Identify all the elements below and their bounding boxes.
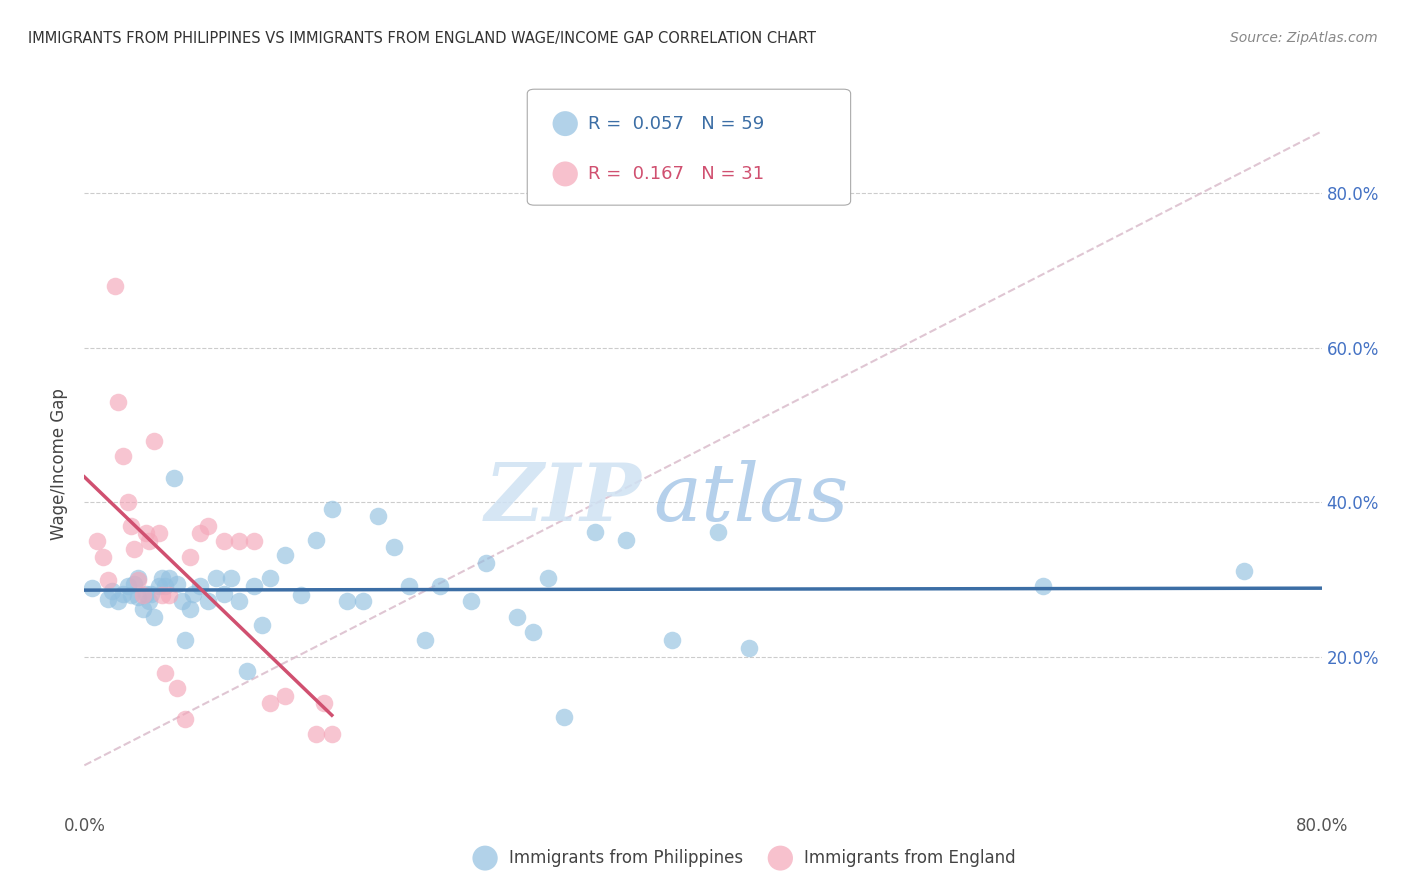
Point [290, 588, 312, 602]
Point [166, 576, 188, 591]
Point [143, 610, 166, 624]
Point [148, 579, 170, 593]
Point [112, 587, 135, 601]
Point [259, 571, 281, 585]
Point [1032, 579, 1054, 593]
Point [107, 594, 129, 608]
Point [321, 501, 343, 516]
Point [475, 556, 498, 570]
Text: R =  0.167   N = 31: R = 0.167 N = 31 [588, 165, 763, 183]
Point [522, 625, 544, 640]
Point [305, 533, 328, 547]
Point [86, 534, 108, 549]
Point [107, 395, 129, 409]
Point [661, 633, 683, 648]
Point [139, 587, 162, 601]
Point [135, 526, 157, 541]
Point [314, 697, 336, 711]
Point [120, 518, 142, 533]
Point [128, 573, 150, 587]
Point [259, 697, 281, 711]
Point [179, 602, 201, 616]
Text: Immigrants from England: Immigrants from England [804, 849, 1017, 867]
Point [583, 524, 606, 539]
Point [738, 640, 761, 655]
Point [707, 524, 730, 539]
Text: IMMIGRANTS FROM PHILIPPINES VS IMMIGRANTS FROM ENGLAND WAGE/INCOME GAP CORRELATI: IMMIGRANTS FROM PHILIPPINES VS IMMIGRANT… [28, 31, 815, 46]
Point [91, 549, 114, 564]
Point [101, 584, 124, 599]
Point [506, 610, 529, 624]
Point [153, 579, 176, 593]
Point [128, 571, 150, 585]
Point [321, 727, 343, 741]
Point [537, 571, 560, 585]
Point [122, 541, 145, 556]
Point [82, 581, 104, 595]
Point [117, 495, 139, 509]
Point [117, 579, 139, 593]
Point [212, 587, 235, 601]
Point [243, 534, 266, 549]
Point [128, 590, 150, 604]
Point [143, 434, 166, 448]
Text: atlas: atlas [654, 460, 849, 537]
Point [221, 571, 243, 585]
Point [1233, 564, 1256, 578]
Point [174, 712, 197, 726]
Point [150, 571, 173, 585]
Point [614, 533, 637, 547]
Point [382, 541, 405, 555]
Point [122, 576, 145, 591]
Point [150, 588, 173, 602]
Point [120, 588, 142, 602]
Point [163, 471, 186, 485]
Point [112, 449, 135, 463]
Point [228, 534, 250, 549]
Point [188, 579, 212, 593]
Point [159, 588, 181, 602]
Point [205, 571, 228, 585]
Point [174, 633, 197, 648]
Point [274, 689, 297, 703]
Point [367, 509, 389, 524]
Point [181, 587, 204, 601]
Point [166, 681, 188, 695]
Point [197, 518, 219, 533]
Text: ZIP: ZIP [484, 460, 641, 537]
Point [274, 548, 297, 562]
Point [97, 592, 120, 607]
Point [104, 279, 127, 293]
Point [97, 573, 120, 587]
Point [243, 579, 266, 593]
Point [252, 617, 274, 632]
Point [228, 594, 250, 608]
Point [135, 587, 157, 601]
Point [236, 664, 259, 678]
Point [148, 526, 170, 541]
Point [197, 594, 219, 608]
Point [336, 594, 359, 608]
Point [138, 534, 160, 549]
Point [188, 526, 212, 541]
Point [305, 727, 328, 741]
Point [413, 633, 436, 648]
Point [352, 594, 374, 608]
Point [170, 594, 193, 608]
Text: Immigrants from Philippines: Immigrants from Philippines [509, 849, 744, 867]
Point [212, 534, 235, 549]
Point [138, 594, 160, 608]
Point [553, 710, 575, 724]
Point [132, 602, 155, 616]
Point [460, 594, 482, 608]
Point [429, 579, 451, 593]
Point [159, 571, 181, 585]
Text: Source: ZipAtlas.com: Source: ZipAtlas.com [1230, 31, 1378, 45]
Text: R =  0.057   N = 59: R = 0.057 N = 59 [588, 115, 763, 133]
Point [398, 579, 420, 593]
Point [132, 588, 155, 602]
Point [179, 549, 201, 564]
Point [153, 665, 176, 680]
Y-axis label: Wage/Income Gap: Wage/Income Gap [51, 388, 69, 540]
